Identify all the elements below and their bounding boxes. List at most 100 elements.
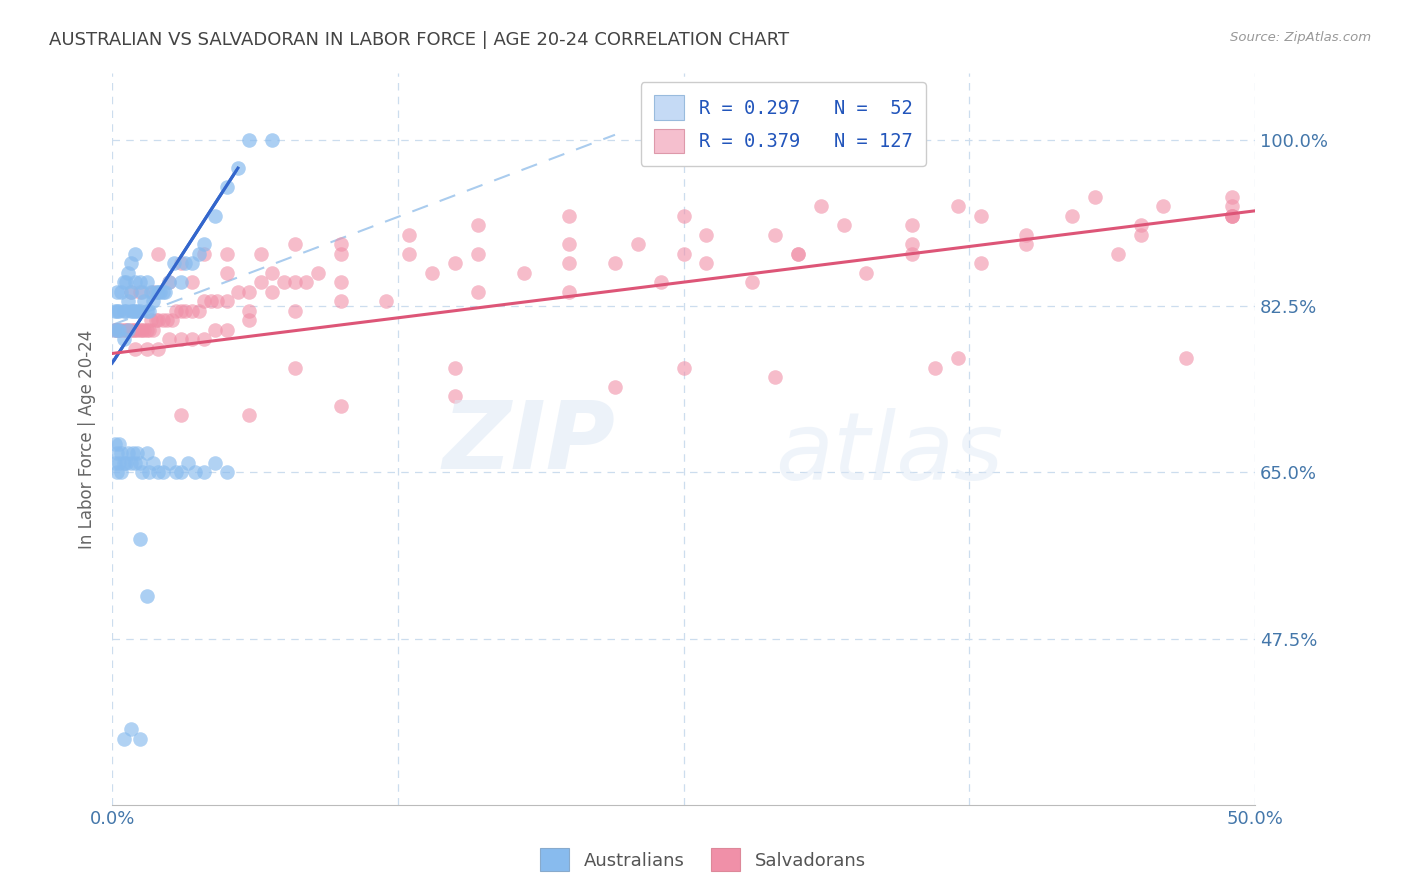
Point (444, 360, 467, 375)
Point (105, 323, 128, 337)
Point (120, 303, 142, 318)
Point (131, 465, 153, 479)
Point (170, 256, 193, 270)
Point (329, 275, 352, 289)
Point (1220, 209, 1243, 223)
Point (112, 332, 135, 346)
Point (969, 256, 991, 270)
Point (1152, 199, 1174, 213)
Point (128, 731, 150, 746)
Point (181, 275, 204, 289)
Text: atlas: atlas (775, 409, 1004, 500)
Point (215, 294, 238, 309)
Point (329, 294, 352, 309)
Point (124, 342, 146, 356)
Point (138, 323, 160, 337)
Point (204, 209, 226, 223)
Point (1129, 227, 1152, 242)
Point (329, 399, 352, 413)
Point (215, 266, 238, 280)
Point (295, 275, 318, 289)
Point (124, 303, 146, 318)
Point (170, 409, 193, 423)
Point (1220, 189, 1243, 203)
Point (307, 266, 329, 280)
Point (131, 285, 153, 299)
Point (146, 342, 169, 356)
Point (284, 360, 307, 375)
Point (1220, 199, 1243, 213)
Point (105, 446, 128, 460)
Point (103, 437, 125, 451)
Point (110, 323, 132, 337)
Point (124, 246, 146, 260)
Point (1220, 209, 1243, 223)
Point (262, 266, 284, 280)
Point (135, 275, 157, 289)
Point (103, 323, 125, 337)
Point (262, 285, 284, 299)
Point (127, 446, 149, 460)
Point (238, 303, 260, 318)
Point (215, 180, 238, 194)
Point (398, 227, 420, 242)
Legend: Australians, Salvadorans: Australians, Salvadorans (533, 841, 873, 879)
Point (153, 285, 176, 299)
Point (135, 342, 157, 356)
Point (127, 323, 149, 337)
Point (946, 199, 969, 213)
Point (946, 351, 969, 366)
Point (238, 313, 260, 327)
Point (121, 303, 143, 318)
Y-axis label: In Labor Force | Age 20-24: In Labor Force | Age 20-24 (79, 329, 96, 549)
Point (1220, 209, 1243, 223)
Text: Source: ZipAtlas.com: Source: ZipAtlas.com (1230, 31, 1371, 45)
Point (810, 199, 832, 213)
Point (165, 303, 187, 318)
Point (924, 360, 946, 375)
Point (134, 323, 156, 337)
Point (152, 285, 174, 299)
Point (226, 161, 249, 175)
Point (467, 285, 489, 299)
Point (170, 275, 193, 289)
Point (149, 285, 172, 299)
Point (174, 256, 197, 270)
Point (108, 323, 131, 337)
Point (165, 465, 187, 479)
Point (672, 360, 695, 375)
Point (128, 285, 150, 299)
Point (105, 303, 128, 318)
Point (145, 313, 167, 327)
Point (603, 380, 626, 394)
Point (115, 323, 138, 337)
Point (215, 323, 238, 337)
Point (238, 409, 260, 423)
Point (117, 323, 139, 337)
Point (120, 285, 142, 299)
Point (193, 294, 215, 309)
Point (1175, 351, 1198, 366)
Point (128, 303, 150, 318)
Point (146, 285, 169, 299)
Point (170, 303, 193, 318)
Point (786, 246, 808, 260)
Point (204, 323, 226, 337)
Point (128, 275, 150, 289)
Point (163, 256, 186, 270)
Point (139, 285, 162, 299)
Point (170, 465, 193, 479)
Point (188, 246, 211, 260)
Point (142, 294, 165, 309)
Point (901, 237, 924, 252)
Point (238, 285, 260, 299)
Point (284, 275, 307, 289)
Point (467, 218, 489, 232)
Point (105, 323, 128, 337)
Point (181, 332, 204, 346)
Point (146, 246, 169, 260)
Point (855, 266, 877, 280)
Point (128, 532, 150, 546)
Point (188, 303, 211, 318)
Point (117, 323, 139, 337)
